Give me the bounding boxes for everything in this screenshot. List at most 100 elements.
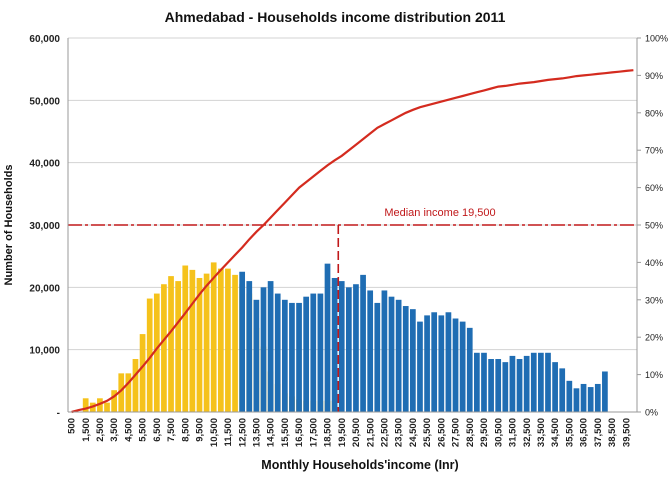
bar	[388, 296, 395, 412]
x-tick-label: 5,500	[138, 418, 149, 442]
left-tick-label: 60,000	[29, 34, 60, 45]
bar	[161, 284, 167, 412]
bar	[310, 293, 317, 412]
x-tick-label: 6,500	[152, 418, 163, 442]
x-tick-label: 30,500	[493, 418, 504, 447]
bar	[530, 352, 537, 412]
x-tick-label: 9,500	[195, 418, 206, 442]
x-tick-label: 3,500	[109, 418, 120, 442]
bar	[168, 276, 174, 412]
x-tick-label: 28,500	[465, 418, 476, 447]
bar	[587, 387, 594, 412]
bar	[210, 262, 217, 412]
x-tick-label: 22,500	[380, 418, 391, 447]
bar	[331, 277, 338, 412]
x-tick-label: 19,500	[337, 418, 348, 447]
bar	[97, 398, 103, 412]
x-tick-label: 38,500	[607, 418, 618, 447]
bar	[203, 273, 210, 412]
x-axis-ticks: 500 1,500 2,500 3,500 4,500 5,500 6,500 7,500 8,…	[67, 418, 633, 447]
bar	[146, 298, 153, 412]
x-tick-label: 14,500	[266, 418, 277, 447]
bar	[573, 388, 580, 412]
x-tick-label: 27,500	[451, 418, 462, 447]
bar	[474, 352, 480, 412]
x-tick-label: 10,500	[209, 418, 220, 447]
bar	[566, 380, 573, 412]
bar	[381, 290, 388, 412]
bar	[267, 281, 274, 412]
x-tick-label: 29,500	[479, 418, 490, 447]
x-tick-label: 500	[67, 418, 78, 434]
right-tick-label: 80%	[645, 108, 663, 118]
bar	[594, 383, 601, 412]
x-tick-label: 23,500	[394, 418, 405, 447]
bar	[225, 268, 231, 412]
x-tick-label: 2,500	[95, 418, 106, 442]
chart-title: Ahmedabad - Households income distributi…	[165, 9, 506, 25]
x-tick-label: 32,500	[522, 418, 533, 447]
left-axis-ticks: - 10,000 20,000 30,000 40,000 50,000 60,000	[29, 34, 60, 419]
right-tick-label: 60%	[645, 183, 663, 193]
right-axis-ticks: 0% 10% 20% 30% 40% 50% 60% 70% 80% 90% 100%	[637, 34, 668, 418]
x-tick-label: 35,500	[564, 418, 575, 447]
x-tick-label: 17,500	[308, 418, 319, 447]
right-tick-label: 20%	[645, 333, 663, 343]
bar	[139, 334, 146, 412]
bar	[118, 373, 125, 412]
y-axis-title: Number of Households	[3, 164, 15, 285]
bar	[580, 383, 587, 412]
x-tick-label: 21,500	[365, 418, 376, 447]
bar	[196, 277, 203, 412]
bar	[431, 312, 438, 412]
x-tick-label: 31,500	[508, 418, 519, 447]
above-median-bars	[239, 263, 608, 412]
x-tick-label: 4,500	[124, 418, 135, 442]
x-tick-label: 33,500	[536, 418, 547, 447]
bar	[459, 321, 466, 412]
bar	[182, 265, 189, 412]
bar	[502, 362, 509, 412]
bar	[175, 281, 181, 412]
bar	[523, 355, 530, 412]
bar	[509, 355, 516, 412]
bar	[552, 362, 558, 412]
bar	[602, 371, 608, 412]
bar	[104, 402, 110, 412]
bar	[260, 287, 267, 412]
bar	[466, 327, 473, 412]
x-tick-label: 16,500	[294, 418, 305, 447]
x-tick-label: 13,500	[252, 418, 263, 447]
x-tick-label: 7,500	[166, 418, 177, 442]
bar	[281, 299, 288, 412]
bar	[189, 269, 196, 412]
x-tick-label: 37,500	[593, 418, 604, 447]
bar	[360, 274, 366, 412]
x-tick-label: 39,500	[621, 418, 632, 447]
x-tick-label: 20,500	[351, 418, 362, 447]
x-tick-label: 12,500	[237, 418, 248, 447]
x-tick-label: 26,500	[436, 418, 447, 447]
bar	[374, 302, 381, 412]
bar	[274, 293, 281, 412]
x-tick-label: 24,500	[408, 418, 419, 447]
bar	[545, 352, 551, 412]
right-tick-label: 70%	[645, 146, 663, 156]
bar	[488, 359, 494, 412]
bar	[395, 299, 402, 412]
x-tick-label: 11,500	[223, 418, 234, 447]
x-tick-label: 25,500	[422, 418, 433, 447]
bar	[559, 368, 566, 412]
bar	[345, 287, 352, 412]
x-axis-title: Monthly Households'income (Inr)	[261, 458, 458, 472]
bar	[289, 302, 295, 412]
bar	[253, 299, 260, 412]
bar	[324, 263, 331, 412]
bar	[111, 390, 117, 412]
bar	[410, 309, 416, 412]
x-tick-label: 18,500	[323, 418, 334, 447]
bar	[516, 359, 523, 412]
x-tick-label: 15,500	[280, 418, 291, 447]
bar	[338, 281, 345, 412]
